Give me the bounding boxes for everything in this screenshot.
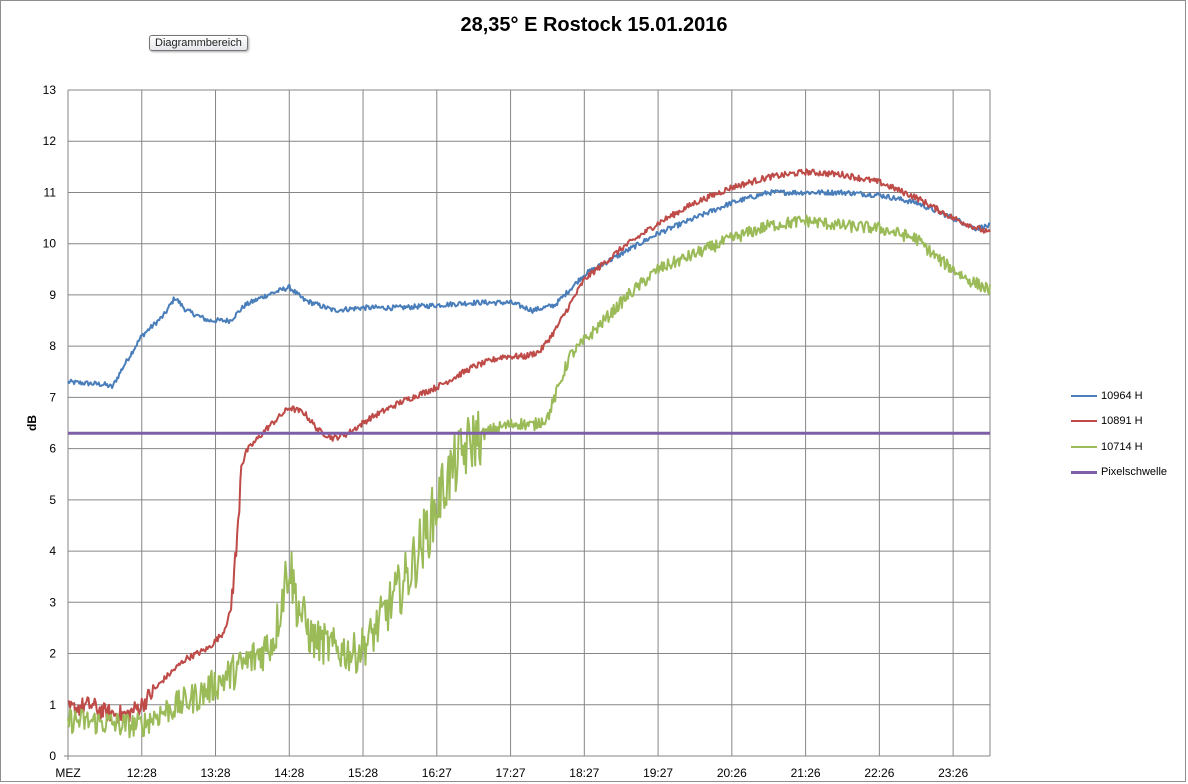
x-tick-labels: MEZ 12:28 13:28 14:28 15:28 16:27 17:27 18:27 19… — [55, 766, 968, 780]
y-tick-label: 12 — [43, 134, 57, 148]
gridlines — [64, 89, 991, 760]
y-tick-label: 8 — [49, 339, 56, 353]
x-tick-label: 18:27 — [569, 766, 599, 780]
x-tick-label: 21:26 — [791, 766, 821, 780]
y-tick-label: 2 — [49, 647, 56, 661]
legend-label: Pixelschwelle — [1101, 466, 1168, 479]
x-tick-label: 17:27 — [496, 766, 526, 780]
y-tick-label: 11 — [44, 185, 57, 199]
y-tick-label: 10 — [43, 237, 57, 251]
x-tick-label: 23:26 — [938, 766, 968, 780]
x-tick-label: 19:27 — [643, 766, 673, 780]
legend-swatch — [1071, 420, 1097, 423]
legend-label: 10891 H — [1101, 415, 1143, 428]
legend-swatch — [1071, 445, 1097, 448]
x-tick-label: MEZ — [55, 766, 80, 780]
series-line-1[interactable] — [67, 189, 991, 390]
y-tick-label: 4 — [49, 544, 56, 558]
x-tick-label: 15:28 — [348, 766, 378, 780]
legend-item[interactable]: 10714 H — [1071, 434, 1167, 460]
y-tick-label: 5 — [49, 493, 56, 507]
legend-swatch — [1071, 470, 1097, 474]
y-tick-label: 13 — [43, 83, 57, 97]
legend-swatch — [1071, 394, 1097, 397]
legend-item[interactable]: 10964 H — [1071, 383, 1167, 409]
legend-label: 10714 H — [1101, 440, 1143, 453]
x-tick-label: 22:26 — [864, 766, 894, 780]
y-axis-label: dB — [25, 415, 39, 431]
y-tick-label: 3 — [49, 595, 56, 609]
y-tick-label: 6 — [49, 442, 56, 456]
y-tick-label: 7 — [49, 390, 56, 404]
series-line-3[interactable] — [67, 214, 991, 739]
y-tick-label: 1 — [49, 698, 56, 712]
series-lines — [67, 168, 991, 739]
x-tick-label: 12:28 — [127, 766, 157, 780]
x-tick-label: 20:26 — [717, 766, 747, 780]
y-tick-label: 9 — [49, 288, 56, 302]
legend-item[interactable]: Pixelschwelle — [1071, 460, 1167, 486]
series-line-2[interactable] — [68, 168, 991, 724]
x-tick-label: 13:28 — [201, 766, 231, 780]
legend: 10964 H 10891 H 10714 H Pixelschwelle — [1071, 383, 1167, 485]
x-tick-label: 14:28 — [274, 766, 304, 780]
legend-label: 10964 H — [1101, 389, 1143, 402]
chart-title: 28,35° E Rostock 15.01.2016 — [460, 14, 728, 36]
y-tick-label: 0 — [49, 749, 56, 763]
x-tick-label: 16:27 — [422, 766, 452, 780]
chart-area-tooltip: Diagrammbereich — [149, 35, 248, 51]
legend-item[interactable]: 10891 H — [1071, 409, 1167, 435]
